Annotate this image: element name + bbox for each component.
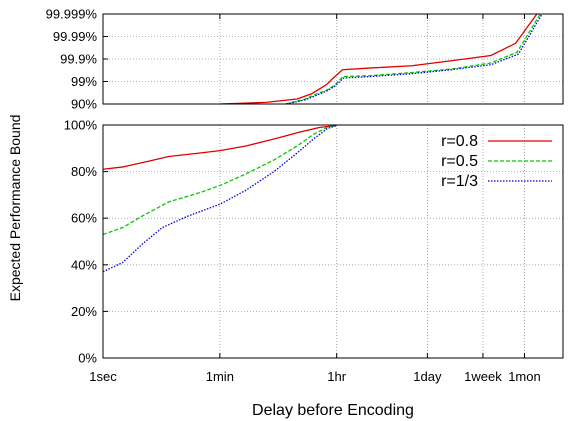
bottom-y-tick-label: 60% [71, 211, 97, 226]
top-series [219, 13, 543, 105]
x-tick-label: 1min [206, 369, 234, 384]
top-y-tick-label: 99.9% [60, 52, 97, 67]
top-y-ticks: 99.999% 99.99% 99.9% 99% 90% [46, 7, 108, 112]
top-y-tick-label: 99% [71, 74, 97, 89]
bottom-grid [102, 124, 563, 359]
bottom-plot-frame [102, 124, 564, 359]
x-tick-label: 1sec [89, 369, 117, 384]
x-axis-label: Delay before Encoding [252, 402, 414, 419]
y-axis-label: Expected Performance Bound [7, 115, 23, 302]
bottom-series [102, 124, 337, 273]
series-line [285, 13, 541, 105]
bottom-y-ticks: 100% 80% 60% 40% 20% 0% [64, 118, 108, 366]
bottom-y-tick-label: 80% [71, 164, 97, 179]
top-grid [102, 13, 563, 105]
series-line [102, 124, 337, 170]
series-line [286, 13, 543, 105]
series-line [219, 13, 538, 105]
top-y-tick-label: 99.99% [53, 29, 98, 44]
series-line [102, 124, 337, 236]
top-plot-frame [102, 13, 564, 105]
bottom-y-tick-label: 20% [71, 304, 97, 319]
bottom-y-tick-label: 100% [64, 118, 98, 133]
legend-label: r=0.5 [441, 153, 478, 170]
x-tick-label: 1week [464, 369, 502, 384]
top-panel: 99.999% 99.99% 99.9% 99% 90% [46, 7, 564, 112]
top-y-tick-label: 90% [71, 97, 97, 112]
legend-label: r=0.8 [441, 133, 478, 150]
bottom-panel: 100%80%60%40%20%0% 1sec 1min 1hr 1day 1week 1… [64, 14, 564, 384]
x-tick-label: 1mon [508, 369, 541, 384]
legend-label: r=1/3 [441, 173, 478, 190]
top-y-tick-label: 99.999% [46, 7, 98, 22]
x-tick-label: 1hr [327, 369, 346, 384]
series-line [102, 124, 337, 273]
bottom-y-tick-label: 40% [71, 257, 97, 272]
bottom-y-tick-label: 0% [78, 351, 97, 366]
x-tick-label: 1day [413, 369, 442, 384]
legend: r=0.8 r=0.5 r=1/3 [441, 133, 552, 190]
bottom-x-ticks: 1sec 1min 1hr 1day 1week 1mon [89, 14, 541, 384]
